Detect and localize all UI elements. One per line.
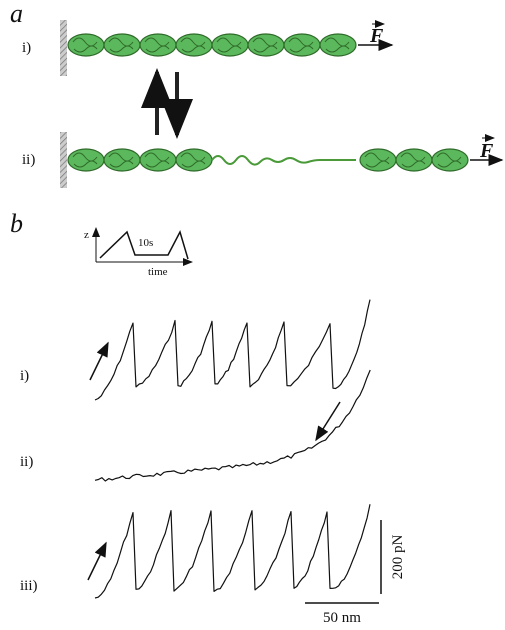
domain-texture [72,152,98,168]
domain-texture [216,37,242,53]
inset-label: z [84,229,89,241]
force-label: F [369,25,384,47]
domain-texture [144,152,170,168]
force-trace [94,299,371,401]
protein-domain [175,148,213,172]
panel-label: a [10,0,23,28]
direction-arrow [315,401,341,442]
wall [60,20,67,76]
protein-domain [319,33,357,57]
row-label: ii) [22,152,35,168]
domain-texture [324,37,350,53]
inset-label: time [148,266,168,278]
protein-domain [395,148,433,172]
protein-domain [211,33,249,57]
scale-label: 50 nm [323,610,361,626]
trace-label: iii) [20,578,38,594]
domain-texture [108,37,134,53]
force-traces [94,299,371,599]
domain-texture [364,152,390,168]
domain-texture [400,152,426,168]
protein-domain [67,148,105,172]
force-trace [94,504,371,599]
force-label: F [479,140,494,162]
inset-label: 10s [138,237,153,249]
protein-domain [103,148,141,172]
domain-texture [180,152,206,168]
domain-texture [436,152,462,168]
protein-domain [247,33,285,57]
domain-texture [252,37,278,53]
domain-texture [108,152,134,168]
direction-arrow [89,341,109,381]
protein-domain [175,33,213,57]
protein-domain [139,148,177,172]
inset-protocol [99,230,189,260]
protein-chain [67,33,469,172]
trace-label: ii) [20,454,33,470]
domain-texture [180,37,206,53]
protein-domain [139,33,177,57]
protein-domain [359,148,397,172]
domain-texture [144,37,170,53]
trace-label: i) [20,368,29,384]
row-label: i) [22,40,31,56]
protein-domain [67,33,105,57]
protein-domain [431,148,469,172]
direction-arrow [87,541,107,581]
panel-label: b [10,209,23,238]
protein-domain [103,33,141,57]
scale-label: 200 pN [390,535,406,580]
domain-texture [72,37,98,53]
unfolded-linker [211,155,356,166]
protein-domain [283,33,321,57]
wall [60,132,67,188]
domain-texture [288,37,314,53]
